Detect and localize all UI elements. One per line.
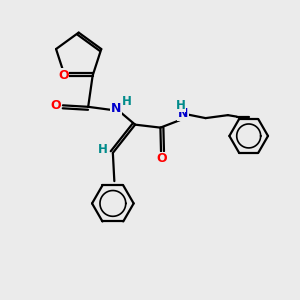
Text: O: O [50,99,61,112]
Text: H: H [176,99,186,112]
Text: N: N [178,107,188,120]
Text: H: H [122,95,132,108]
Text: N: N [111,102,121,115]
Text: O: O [58,69,68,82]
Text: H: H [98,143,107,156]
Text: O: O [156,152,167,165]
